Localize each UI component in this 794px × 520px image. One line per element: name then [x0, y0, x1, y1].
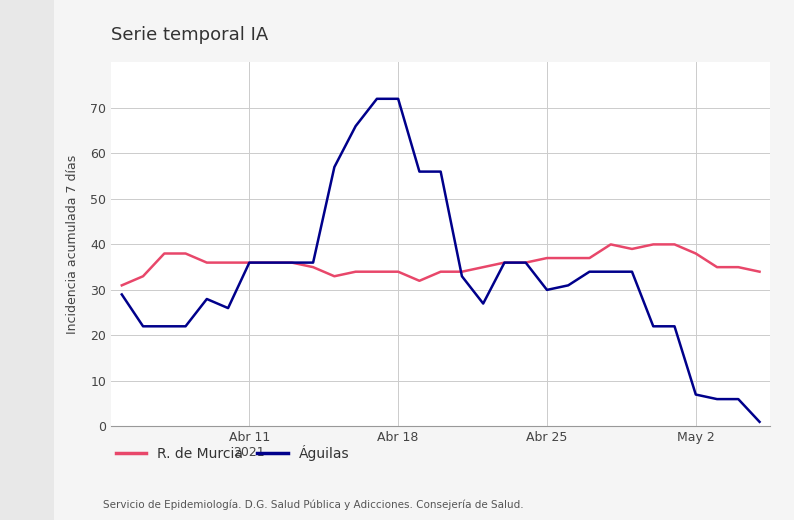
R. de Murcia: [414, 278, 424, 284]
Águilas: [202, 296, 211, 302]
R. de Murcia: [308, 264, 318, 270]
R. de Murcia: [160, 250, 169, 256]
Line: Águilas: Águilas: [121, 99, 760, 422]
R. de Murcia: [287, 259, 297, 266]
Águilas: [372, 96, 382, 102]
R. de Murcia: [521, 259, 530, 266]
R. de Murcia: [649, 241, 658, 248]
Águilas: [223, 305, 233, 311]
Águilas: [479, 301, 488, 307]
R. de Murcia: [393, 268, 403, 275]
Legend: R. de Murcia, Águilas: R. de Murcia, Águilas: [110, 439, 355, 466]
R. de Murcia: [755, 268, 765, 275]
Águilas: [351, 123, 360, 129]
R. de Murcia: [691, 250, 700, 256]
R. de Murcia: [245, 259, 254, 266]
Águilas: [755, 419, 765, 425]
Águilas: [712, 396, 722, 402]
R. de Murcia: [564, 255, 573, 261]
R. de Murcia: [627, 246, 637, 252]
Águilas: [436, 168, 445, 175]
Águilas: [266, 259, 276, 266]
Águilas: [393, 96, 403, 102]
R. de Murcia: [223, 259, 233, 266]
Águilas: [308, 259, 318, 266]
R. de Murcia: [181, 250, 191, 256]
Águilas: [181, 323, 191, 330]
Águilas: [542, 287, 552, 293]
Y-axis label: Incidencia acumulada 7 días: Incidencia acumulada 7 días: [66, 155, 79, 334]
R. de Murcia: [670, 241, 680, 248]
Águilas: [160, 323, 169, 330]
R. de Murcia: [372, 268, 382, 275]
Águilas: [287, 259, 297, 266]
R. de Murcia: [436, 268, 445, 275]
Águilas: [564, 282, 573, 289]
R. de Murcia: [457, 268, 467, 275]
Águilas: [117, 291, 126, 297]
Águilas: [499, 259, 509, 266]
R. de Murcia: [138, 273, 148, 279]
R. de Murcia: [351, 268, 360, 275]
R. de Murcia: [606, 241, 615, 248]
Águilas: [627, 268, 637, 275]
R. de Murcia: [734, 264, 743, 270]
Águilas: [734, 396, 743, 402]
Águilas: [245, 259, 254, 266]
Águilas: [138, 323, 148, 330]
R. de Murcia: [499, 259, 509, 266]
R. de Murcia: [584, 255, 594, 261]
R. de Murcia: [330, 273, 339, 279]
R. de Murcia: [202, 259, 211, 266]
R. de Murcia: [117, 282, 126, 289]
R. de Murcia: [542, 255, 552, 261]
Águilas: [606, 268, 615, 275]
Águilas: [670, 323, 680, 330]
Águilas: [584, 268, 594, 275]
R. de Murcia: [479, 264, 488, 270]
Águilas: [414, 168, 424, 175]
Águilas: [649, 323, 658, 330]
R. de Murcia: [266, 259, 276, 266]
Águilas: [330, 164, 339, 170]
Line: R. de Murcia: R. de Murcia: [121, 244, 760, 285]
Águilas: [691, 392, 700, 398]
Águilas: [521, 259, 530, 266]
Text: Servicio de Epidemiología. D.G. Salud Pública y Adicciones. Consejería de Salud.: Servicio de Epidemiología. D.G. Salud Pú…: [103, 499, 524, 510]
R. de Murcia: [712, 264, 722, 270]
Águilas: [457, 273, 467, 279]
Text: Serie temporal IA: Serie temporal IA: [111, 26, 268, 44]
